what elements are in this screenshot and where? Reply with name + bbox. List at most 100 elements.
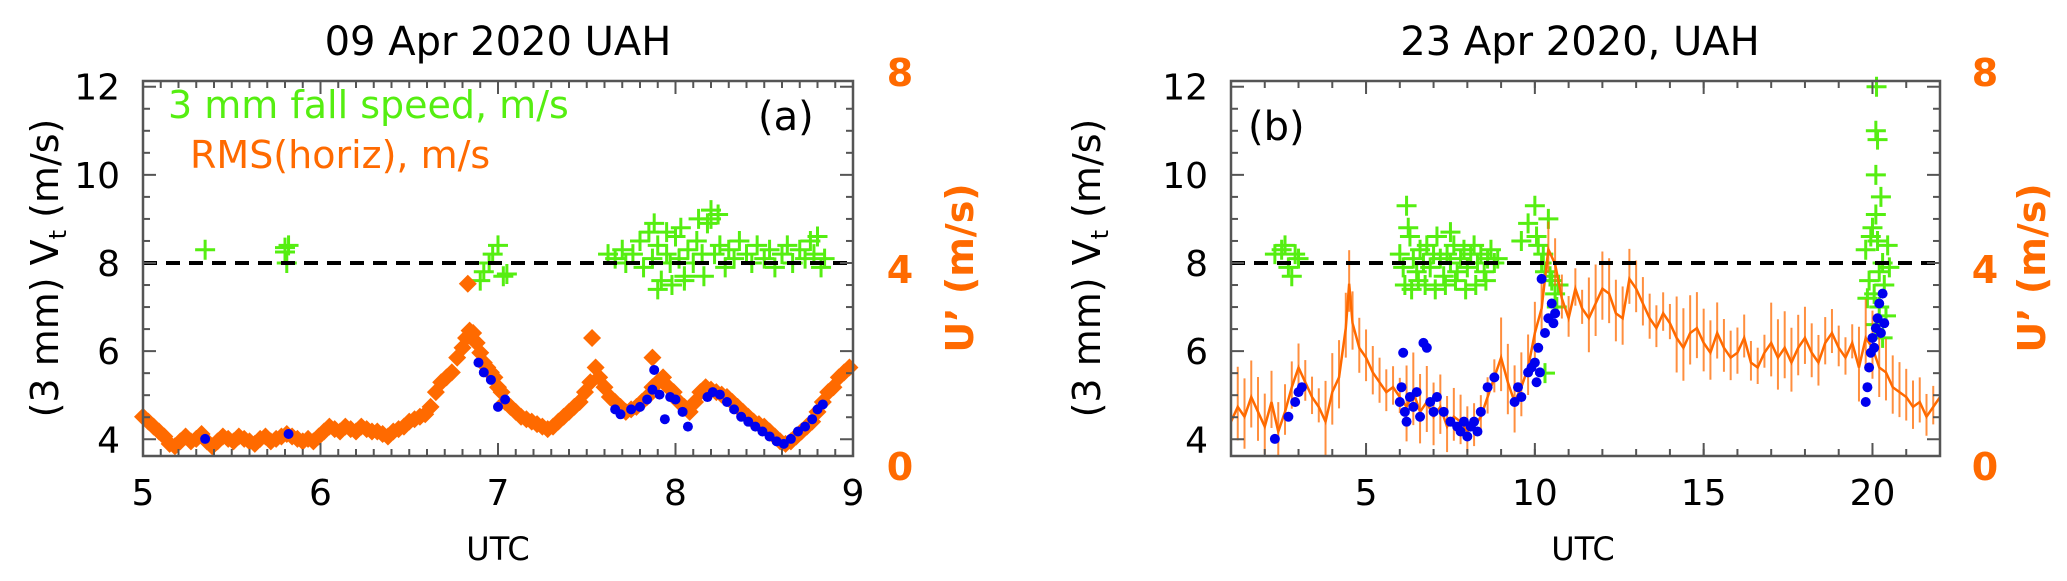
coincident-point [1548,318,1559,329]
coincident-point [1411,387,1422,398]
fall-speed-point [729,230,750,251]
coincident-point [1864,362,1875,373]
y-tick-label-right: 8 [1972,51,1998,95]
coincident-point [473,357,484,368]
coincident-point [1875,328,1886,339]
fall-speed-point [811,257,832,278]
coincident-point [792,426,803,437]
coincident-point [1399,406,1410,417]
fall-speed-point [1440,222,1461,243]
panel-b-label: (b) [1248,104,1305,150]
ylabel-units: (m/s) [23,119,67,230]
coincident-point [729,404,740,415]
fall-speed-point [718,239,739,260]
coincident-point [764,431,775,442]
x-tick-label: 5 [1355,473,1378,514]
fall-speed-point [747,235,768,256]
fall-speed-point [1528,235,1549,256]
fall-speed-point [665,226,686,247]
panel-a: 09 Apr 2020 UAH 5 6 7 8 9 4 6 8 10 12 0 4 8 UTC (3… [23,19,982,568]
series-line [1229,221,1942,456]
x-tick-label: 6 [309,473,332,514]
fall-speed-point [1285,244,1306,265]
rms-point [245,434,264,453]
coincident-point [1536,273,1547,284]
panel-b-y-axis-title-right: U’ (m/s) [2010,183,2054,352]
fall-speed-point [1398,217,1419,238]
coincident-point [1283,411,1294,422]
fall-speed-point [1465,275,1486,296]
fall-speed-point [814,248,835,269]
x-tick-label: 15 [1681,473,1727,514]
fall-speed-point [647,235,668,256]
fall-speed-point [633,257,654,278]
coincident-point [1877,288,1888,299]
coincident-point [626,404,637,415]
fall-speed-point [488,235,508,256]
x-tick-label: 20 [1850,473,1896,514]
coincident-point [677,406,688,417]
fall-speed-point [709,235,730,256]
fall-speed-point [1275,235,1296,256]
fall-speed-point [777,235,798,256]
coincident-point [1531,377,1542,388]
panel-a-y-ticks-left: 4 6 8 10 12 [74,68,853,461]
coincident-point [1533,342,1544,353]
fall-speed-point [1457,257,1478,278]
fall-speed-point [669,248,690,269]
ylabel-main: (3 mm) V [1065,239,1109,417]
fall-speed-point [1862,217,1883,238]
coincident-point [1394,396,1405,407]
panel-a-plot-area [134,200,859,456]
panel-b-y-ticks-right: 0 4 8 [1972,51,1998,489]
fall-speed-point [1426,226,1447,247]
fall-speed-point [1420,257,1441,278]
fall-speed-point [1865,120,1886,141]
coincident-point [659,414,670,425]
coincident-point [1539,328,1550,339]
fall-speed-point [764,257,785,278]
fall-speed-point [708,204,729,225]
coincident-point [1438,406,1449,417]
coincident-point [1546,298,1557,309]
coincident-point [1489,372,1500,383]
coincident-point [1296,382,1307,393]
fall-speed-point [278,235,299,256]
coincident-point [785,433,796,444]
rms-point [442,363,461,382]
coincident-point [493,401,503,412]
panel-b-x-ticks: 5 10 15 20 [1230,81,1941,514]
coincident-point [635,401,645,412]
coincident-point [283,428,294,439]
series-plus [1264,76,1900,384]
series-plus [195,200,835,300]
fall-speed-point [1518,213,1539,234]
fall-speed-point [677,239,698,260]
fall-speed-point [1399,226,1420,247]
fall-speed-point [1288,248,1309,269]
fall-speed-point [1524,195,1545,216]
y-tick-label-right: 8 [887,51,913,95]
panel-b-plot-area [1229,76,1942,456]
coincident-point [647,384,658,395]
fall-speed-point [1865,164,1886,185]
fall-speed-point [1396,195,1417,216]
coincident-point [1879,318,1890,329]
fall-speed-point [670,217,691,238]
coincident-point [485,374,496,385]
coincident-point [615,409,626,420]
y-tick-label-left: 12 [1162,68,1208,109]
fall-speed-point [622,244,643,265]
coincident-point [1398,347,1409,358]
coincident-point [800,421,811,432]
y-tick-label-left: 10 [74,156,120,197]
coincident-point [714,389,725,400]
y-tick-label-left: 6 [97,332,120,373]
coincident-point [1475,406,1486,417]
series-circle [1269,273,1890,444]
fall-speed-point [1870,186,1891,207]
fall-speed-point [1865,204,1886,225]
fall-speed-point [493,266,514,287]
fall-speed-point [1859,270,1880,291]
coincident-point [1550,308,1561,319]
